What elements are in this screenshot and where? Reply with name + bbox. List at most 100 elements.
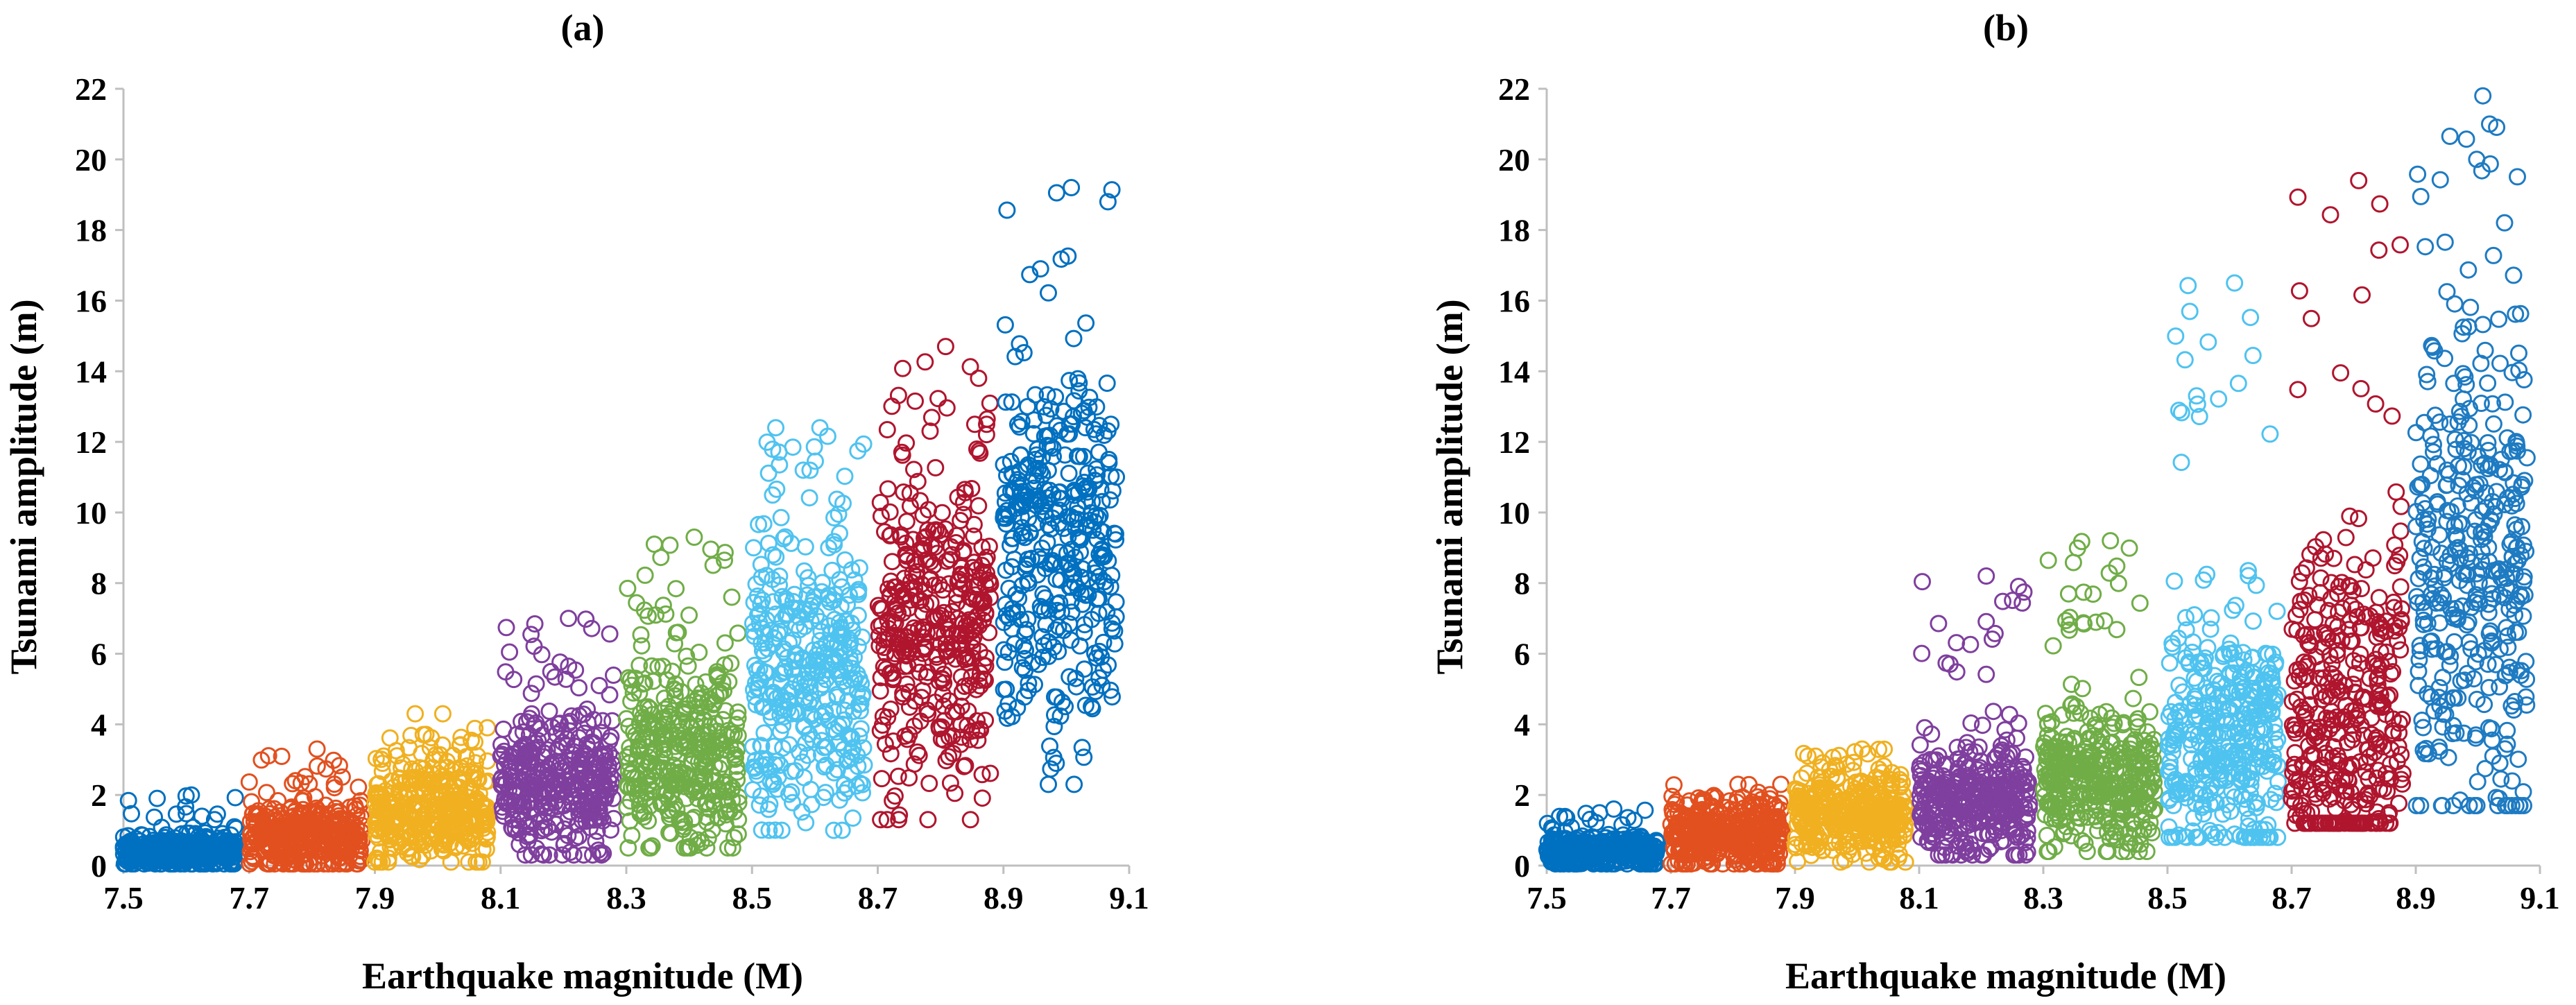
data-point [468, 747, 486, 765]
data-point [402, 726, 420, 744]
data-point [877, 660, 895, 678]
data-point [119, 791, 137, 809]
data-point [871, 494, 889, 511]
data-point [662, 825, 680, 843]
data-point [558, 737, 576, 755]
data-point [590, 677, 608, 694]
data-point [780, 785, 798, 803]
data-point [895, 639, 913, 657]
data-point [722, 654, 740, 672]
data-point [886, 787, 904, 805]
data-point [379, 818, 397, 836]
data-point [952, 728, 970, 746]
data-point [680, 741, 698, 758]
data-point [750, 671, 768, 689]
data-point [675, 731, 693, 749]
data-point [503, 791, 521, 809]
data-point [797, 814, 815, 832]
data-point [963, 622, 981, 640]
data-point [705, 796, 723, 814]
data-point [1930, 615, 1948, 633]
data-point [196, 853, 214, 871]
data-point [1027, 386, 1045, 404]
data-point-max [685, 529, 703, 546]
y-tick-label: 12 [1498, 424, 1530, 460]
data-point [151, 846, 169, 864]
data-point [873, 600, 891, 618]
data-point [226, 789, 244, 807]
data-point [748, 662, 766, 679]
x-tick-label: 7.9 [355, 880, 395, 916]
data-point [2130, 669, 2148, 687]
data-point [413, 818, 431, 836]
data-point [771, 622, 789, 640]
data-point [968, 440, 986, 458]
data-point [601, 686, 619, 704]
data-point [954, 646, 972, 664]
data-point [703, 821, 721, 839]
data-point [844, 809, 862, 827]
data-point [929, 390, 947, 408]
data-point [257, 854, 275, 873]
data-point [876, 735, 894, 753]
x-tick-label: 8.5 [732, 880, 773, 916]
data-point-max [182, 786, 200, 804]
data-point [930, 720, 948, 738]
data-point [773, 821, 791, 839]
data-point [211, 840, 229, 858]
data-point-max [1977, 567, 1995, 585]
data-point [570, 827, 587, 845]
data-point [968, 712, 986, 730]
data-point [835, 776, 853, 793]
data-point [619, 669, 637, 687]
series-6-points [744, 419, 873, 839]
data-point [813, 732, 831, 750]
data-point [618, 798, 636, 816]
y-tick-label: 4 [91, 707, 107, 742]
data-point [730, 788, 748, 806]
data-point [907, 392, 924, 410]
data-point [680, 838, 698, 856]
data-point [977, 426, 995, 444]
x-tick-label: 7.5 [103, 880, 144, 916]
data-point [702, 540, 720, 558]
y-tick-label: 20 [1498, 142, 1530, 178]
data-point [898, 434, 916, 452]
data-point [501, 643, 519, 661]
data-point [533, 646, 551, 664]
data-point [894, 359, 911, 377]
data-point [889, 386, 907, 404]
data-point [974, 563, 992, 581]
data-point [661, 536, 679, 554]
data-point [968, 607, 986, 625]
data-point [836, 642, 854, 660]
data-point [182, 836, 200, 854]
data-point [184, 818, 202, 836]
data-point-max [936, 338, 954, 356]
data-point [839, 596, 856, 614]
data-point [801, 601, 819, 619]
data-point [935, 674, 953, 692]
data-point [836, 701, 854, 719]
data-point [892, 528, 910, 546]
data-point [932, 730, 950, 748]
data-point [926, 538, 944, 556]
data-point [421, 771, 439, 789]
data-point [878, 811, 896, 829]
data-point [460, 853, 478, 871]
data-point [370, 793, 388, 811]
data-point [666, 635, 684, 653]
data-point [527, 675, 545, 693]
data-point [652, 795, 670, 813]
data-point [963, 722, 981, 740]
data-point [806, 710, 824, 728]
data-point [567, 737, 585, 755]
y-tick-label: 10 [1498, 495, 1530, 531]
data-point [296, 768, 314, 786]
data-point [273, 748, 291, 765]
data-point [821, 593, 839, 611]
data-point [900, 769, 918, 787]
data-point [257, 784, 275, 802]
